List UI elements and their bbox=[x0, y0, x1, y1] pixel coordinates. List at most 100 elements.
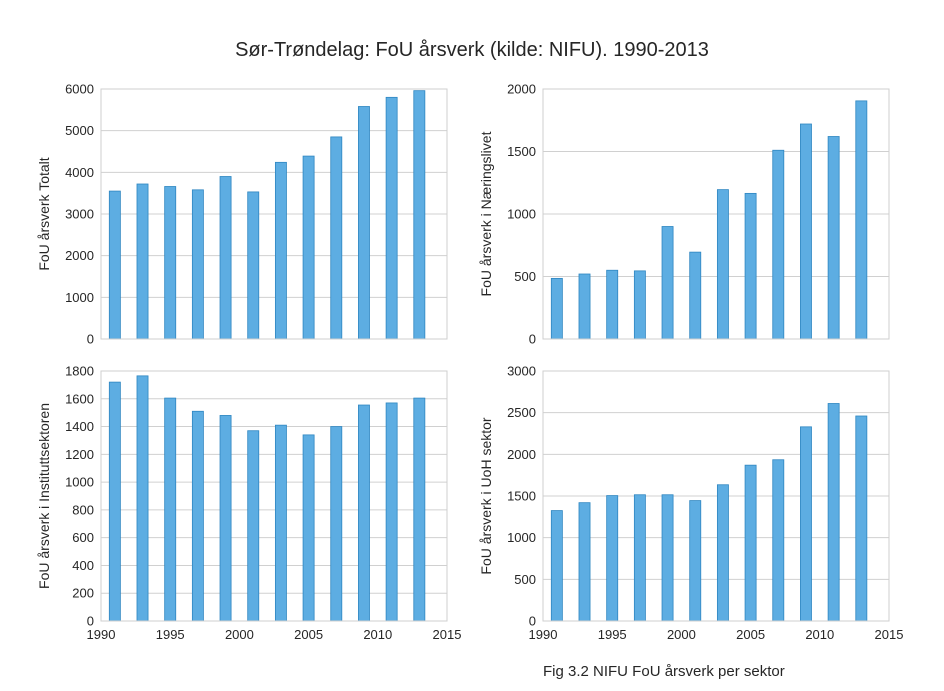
plot-frame bbox=[100, 88, 448, 340]
bar-1991 bbox=[108, 381, 121, 622]
bar-1997 bbox=[191, 410, 204, 622]
y-tick-label: 2000 bbox=[507, 447, 536, 462]
x-tick-label: 2000 bbox=[225, 627, 254, 642]
y-tick-label: 2000 bbox=[507, 82, 536, 97]
x-tick-label: 1990 bbox=[87, 627, 116, 642]
bar-2005 bbox=[302, 434, 315, 622]
bar-1993 bbox=[136, 375, 149, 622]
x-tick-label: 2005 bbox=[736, 627, 765, 642]
y-tick-label: 600 bbox=[72, 530, 94, 545]
y-tick-label: 1600 bbox=[65, 391, 94, 406]
bar-1999 bbox=[661, 494, 674, 622]
bar-2007 bbox=[330, 136, 343, 340]
bar-2007 bbox=[330, 426, 343, 622]
y-tick-label: 4000 bbox=[65, 165, 94, 180]
y-tick-label: 1000 bbox=[65, 475, 94, 490]
bar-2011 bbox=[385, 402, 398, 622]
chart-panel-2: 0 500 1000 1500 2000 FoU årsverk i Næringsliv… bbox=[478, 82, 890, 347]
x-tick-label: 2000 bbox=[667, 627, 696, 642]
bar-2013 bbox=[413, 397, 426, 622]
bar-2005 bbox=[744, 464, 757, 622]
bar-1991 bbox=[550, 277, 563, 340]
figure-caption: Fig 3.2 NIFU FoU årsverk per sektor bbox=[543, 663, 785, 680]
x-tick-label: 2015 bbox=[875, 627, 904, 642]
bar-2009 bbox=[800, 123, 812, 340]
bar-2011 bbox=[827, 403, 840, 622]
y-tick-label: 1200 bbox=[65, 447, 94, 462]
bar-2007 bbox=[772, 459, 785, 622]
bar-1993 bbox=[136, 183, 149, 340]
bar-2013 bbox=[855, 100, 868, 340]
bar-2009 bbox=[800, 426, 812, 622]
y-tick-label: 3000 bbox=[507, 364, 536, 379]
chart-panel-3: 0 200 400 600 800 1000 1200 1400 1600 1800 1990 199… bbox=[36, 364, 461, 643]
bar-1995 bbox=[164, 397, 177, 622]
figure-title: Sør-Trøndelag: FoU årsverk (kilde: NIFU)… bbox=[235, 39, 709, 61]
bar-1991 bbox=[108, 190, 121, 340]
y-tick-label: 0 bbox=[87, 332, 94, 347]
bar-2003 bbox=[274, 161, 287, 340]
bar-1997 bbox=[633, 494, 646, 622]
bar-1999 bbox=[661, 226, 674, 340]
plot-frame bbox=[542, 88, 890, 340]
bar-2005 bbox=[744, 192, 757, 340]
bar-2011 bbox=[385, 96, 398, 340]
bar-2013 bbox=[413, 90, 426, 340]
x-tick-label: 2015 bbox=[433, 627, 462, 642]
bar-1991 bbox=[550, 510, 563, 622]
y-tick-label: 0 bbox=[87, 614, 94, 629]
y-tick-label: 1000 bbox=[507, 530, 536, 545]
chart-panel-4: 0 500 1000 1500 2000 2500 3000 1990 1995 2000 2005… bbox=[478, 364, 903, 643]
y-tick-label: 200 bbox=[72, 586, 94, 601]
bar-2007 bbox=[772, 149, 785, 340]
bar-2001 bbox=[247, 191, 260, 340]
bar-2013 bbox=[855, 415, 868, 622]
bar-1995 bbox=[606, 269, 619, 340]
bar-1995 bbox=[606, 495, 619, 622]
bar-2011 bbox=[827, 136, 840, 340]
plot-frame bbox=[100, 370, 448, 622]
x-tick-label: 1995 bbox=[156, 627, 185, 642]
chart-panel-1: 0 1000 2000 3000 4000 5000 6000 FoU årsverk Tot… bbox=[36, 82, 448, 347]
y-tick-label: 6000 bbox=[65, 82, 94, 97]
y-tick-label: 500 bbox=[514, 269, 536, 284]
bar-2001 bbox=[689, 500, 702, 622]
bar-1993 bbox=[578, 273, 591, 340]
y-tick-label: 500 bbox=[514, 572, 536, 587]
y-tick-label: 1000 bbox=[65, 290, 94, 305]
bar-1995 bbox=[164, 186, 177, 340]
bar-2001 bbox=[247, 430, 260, 622]
y-tick-label: 1500 bbox=[507, 144, 536, 159]
y-tick-label: 800 bbox=[72, 502, 94, 517]
x-tick-label: 2005 bbox=[294, 627, 323, 642]
y-tick-label: 1000 bbox=[507, 207, 536, 222]
plot-frame bbox=[542, 370, 890, 622]
bar-2003 bbox=[274, 424, 287, 622]
y-tick-label: 1800 bbox=[65, 364, 94, 379]
y-tick-label: 2000 bbox=[65, 248, 94, 263]
bar-2003 bbox=[716, 484, 729, 622]
y-axis-label: FoU årsverk i UoH sektor bbox=[478, 417, 494, 574]
y-tick-label: 1500 bbox=[507, 489, 536, 504]
bar-1999 bbox=[219, 176, 232, 340]
bar-2009 bbox=[358, 404, 370, 622]
x-tick-label: 1995 bbox=[598, 627, 627, 642]
y-tick-label: 5000 bbox=[65, 123, 94, 138]
bar-2005 bbox=[302, 155, 315, 340]
bar-2003 bbox=[716, 189, 729, 340]
y-axis-label: FoU årsverk i Instituttsektoren bbox=[36, 403, 52, 589]
bar-1997 bbox=[633, 270, 646, 340]
x-tick-label: 2010 bbox=[805, 627, 834, 642]
y-tick-label: 0 bbox=[529, 614, 536, 629]
y-tick-label: 3000 bbox=[65, 207, 94, 222]
x-tick-label: 1990 bbox=[529, 627, 558, 642]
y-axis-label: FoU årsverk Totalt bbox=[36, 157, 52, 270]
bar-2001 bbox=[689, 251, 702, 340]
bar-1997 bbox=[191, 189, 204, 340]
y-tick-label: 2500 bbox=[507, 405, 536, 420]
bar-1993 bbox=[578, 502, 591, 622]
y-tick-label: 1400 bbox=[65, 419, 94, 434]
bar-1999 bbox=[219, 415, 232, 622]
